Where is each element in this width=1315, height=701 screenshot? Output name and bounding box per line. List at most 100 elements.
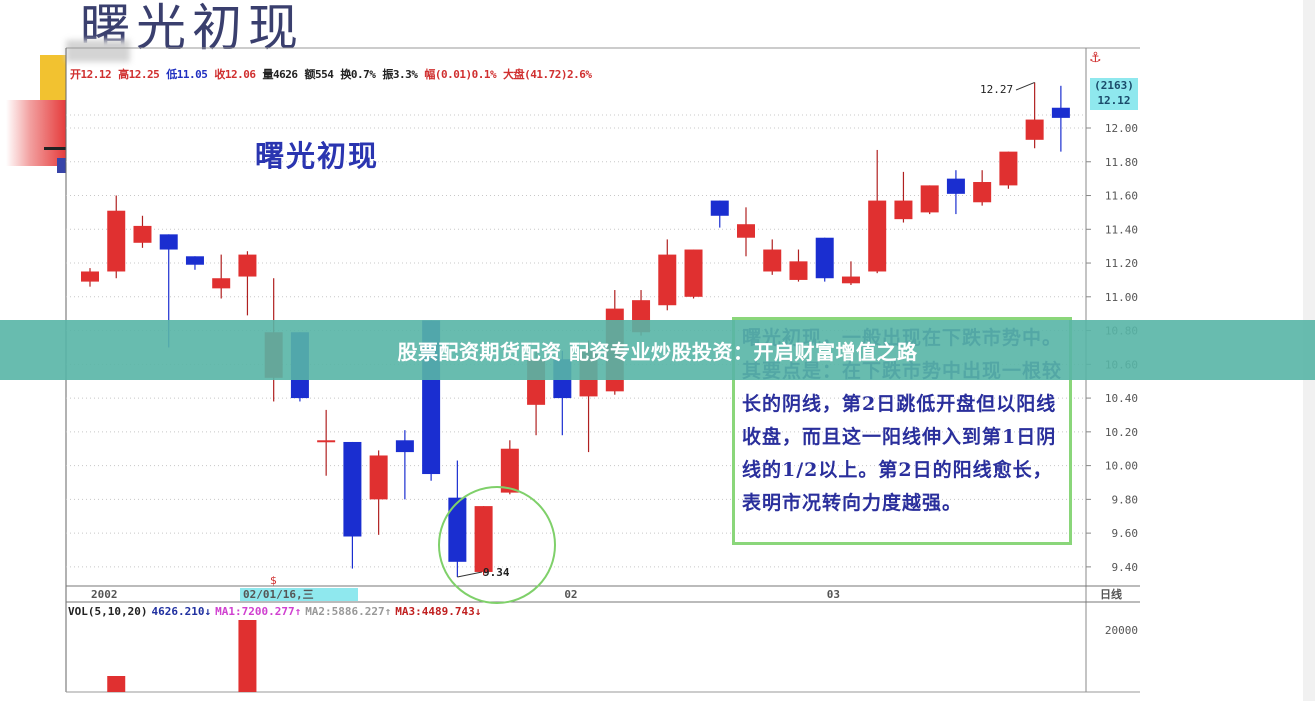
candle-body <box>185 256 204 265</box>
max-label: 12.27 <box>980 83 1013 96</box>
candle-body <box>317 440 336 443</box>
candle <box>815 237 834 282</box>
candle <box>500 440 519 495</box>
candle <box>133 215 152 248</box>
candle <box>868 149 887 274</box>
volume-field: VOL(5,10,20) <box>68 605 148 618</box>
candle-body <box>159 234 178 250</box>
candle <box>789 249 808 282</box>
anchor-icon: ⚓ <box>1089 50 1102 66</box>
candle-body <box>658 254 677 306</box>
candle-body <box>763 249 782 272</box>
candle <box>107 195 126 279</box>
candle-body <box>894 200 913 220</box>
candle <box>763 239 782 275</box>
y-tick-label: 11.20 <box>1105 257 1138 270</box>
candle-body <box>920 185 939 213</box>
decoration-red-gradient <box>6 100 66 166</box>
candle-body <box>238 254 257 277</box>
candle <box>920 185 939 215</box>
quote-info-bar: 开12.12 高12.25 低11.05 收12.06 量4626 额554 换0.7% 振3… <box>70 66 598 82</box>
y-tick-label: 9.60 <box>1112 527 1139 540</box>
volume-tick-label: 20000 <box>1105 624 1138 637</box>
promo-banner[interactable]: 股票配资期货配资 配资专业炒股投资：开启财富增值之路 <box>0 320 1315 380</box>
candle-body <box>973 182 992 203</box>
volume-info-bar: VOL(5,10,20) 4626.210↓ MA1:7200.277↑ MA2:58… <box>68 605 485 618</box>
candle-body <box>133 225 152 243</box>
annotations: 12.27 9.34 <box>438 81 1035 604</box>
candle-body <box>343 441 362 537</box>
min-label: 9.34 <box>483 566 510 579</box>
candle-body <box>395 440 414 453</box>
banner-text: 股票配资期货配资 配资专业炒股投资：开启财富增值之路 <box>397 339 918 364</box>
candle <box>1025 82 1044 149</box>
y-tick-label: 12.00 <box>1105 122 1138 135</box>
candle <box>212 254 231 299</box>
candle <box>185 256 204 270</box>
candle-body <box>1025 119 1044 140</box>
candle-body <box>868 200 887 272</box>
quote-field: 额554 <box>304 68 334 81</box>
y-tick-label: 10.20 <box>1105 426 1138 439</box>
max-pointer <box>1015 81 1035 91</box>
min-pointer <box>457 571 483 578</box>
highlight-circle <box>438 486 556 604</box>
candle-body <box>369 455 388 500</box>
candle <box>999 151 1018 189</box>
candle <box>238 251 257 316</box>
y-tick-label: 11.40 <box>1105 223 1138 236</box>
candle <box>894 171 913 223</box>
candle-body <box>710 200 729 216</box>
candle <box>841 261 860 285</box>
y-tick-label: 10.40 <box>1105 392 1138 405</box>
volume-field: 4626.210↓ <box>151 605 212 618</box>
candle-body <box>107 210 126 272</box>
candle-body <box>474 506 493 572</box>
candle <box>946 170 965 215</box>
current-price-box: (2163) 12.12 <box>1090 78 1138 110</box>
candle-body <box>815 237 834 279</box>
candle <box>710 200 729 228</box>
y-tick-label: 11.80 <box>1105 156 1138 169</box>
y-tick-label: 11.00 <box>1105 291 1138 304</box>
current-count: (2163) <box>1094 79 1134 92</box>
quote-field: 低11.05 <box>166 68 208 81</box>
quote-field: 高12.25 <box>118 68 160 81</box>
candle-body <box>946 178 965 194</box>
y-tick-label: 11.60 <box>1105 190 1138 203</box>
cursor-marker: $ <box>270 574 277 587</box>
candle-body <box>212 278 231 289</box>
volume-field: MA1:7200.277↑ <box>215 605 302 618</box>
candle <box>369 450 388 535</box>
quote-field: 开12.12 <box>70 68 112 81</box>
candle <box>658 239 677 311</box>
x-tick-label: 02/01/16,三 <box>243 588 314 601</box>
x-axis-labels: 2002 02/01/16,三 02 03 日线 $ ⚓ <box>91 50 1122 601</box>
quote-field: 收12.06 <box>214 68 256 81</box>
candle <box>973 170 992 206</box>
candle-body <box>789 261 808 280</box>
chart-inner-title: 曙光初现 <box>255 139 380 173</box>
candle <box>343 441 362 569</box>
candle <box>395 430 414 500</box>
quote-field: 大盘(41.72)2.6% <box>503 68 592 81</box>
candle <box>737 207 755 257</box>
volume-bars: 20000 <box>107 620 1138 692</box>
candle-body <box>500 448 519 493</box>
quote-field: 幅(0.01)0.1% <box>424 68 497 81</box>
x-tick-label: 02 <box>564 588 577 601</box>
candle <box>317 409 336 476</box>
candle <box>448 460 467 578</box>
annotation-box <box>732 317 1072 545</box>
period-label: 日线 <box>1100 587 1122 601</box>
quote-field: 换0.7% <box>340 68 376 81</box>
candle <box>1051 85 1070 152</box>
candle-body <box>999 151 1018 186</box>
candle-body <box>737 224 755 238</box>
volume-field: MA3:4489.743↓ <box>395 605 482 618</box>
candle <box>474 506 493 576</box>
x-tick-label: 03 <box>827 588 840 601</box>
date-highlight <box>240 588 358 601</box>
current-price: 12.12 <box>1097 94 1131 107</box>
candle-body <box>1051 107 1070 118</box>
